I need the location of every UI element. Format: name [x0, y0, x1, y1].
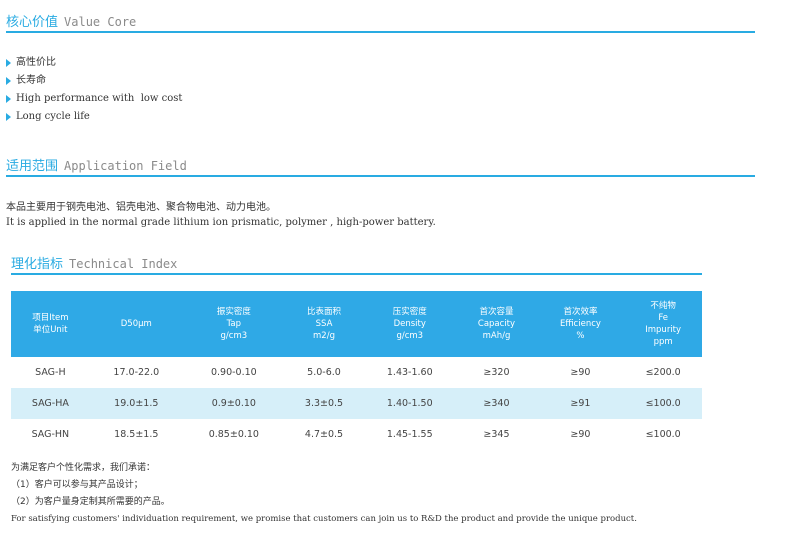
- list-item: High performance with low cost: [6, 90, 182, 108]
- cell-efficiency: ≥90: [570, 429, 591, 440]
- header-item-unit: 项目Item 单位Unit: [11, 291, 90, 357]
- cell-impurity: ≤200.0: [645, 367, 681, 378]
- table-header-row: 项目Item 单位Unit D50μm 振实密度 Tap g/cm3 比表面积 SSA m…: [11, 291, 702, 357]
- footer-line-en: For satisfying customers' individuation …: [11, 514, 637, 524]
- bullet-triangle-icon: [6, 59, 11, 67]
- technical-title-cn: 理化指标: [11, 257, 64, 272]
- cell-ssa: 3.3±0.5: [284, 388, 364, 419]
- technical-index-table: 项目Item 单位Unit D50μm 振实密度 Tap g/cm3 比表面积 SSA m…: [11, 291, 702, 450]
- header-d50: D50μm: [89, 291, 183, 357]
- cell-d50: 18.5±1.5: [114, 429, 159, 440]
- table-row: SAG-HA 19.0±1.5 0.9±0.10 3.3±0.5 1.40-1.…: [11, 388, 702, 419]
- bullet-triangle-icon: [6, 95, 11, 103]
- cell-item: SAG-HA: [11, 388, 90, 419]
- header-density: 压实密度 Density g/cm3: [363, 291, 457, 357]
- cell-efficiency: ≥90: [570, 367, 591, 378]
- table-row: SAG-H 17.0-22.0 0.90-0.10 5.0-6.0 1.43-1…: [11, 357, 702, 388]
- list-item-text: 高性价比: [16, 57, 56, 68]
- header-impurity: 不纯物 Fe Impurity ppm: [624, 291, 702, 357]
- cell-capacity: ≥340: [456, 388, 537, 419]
- bullet-triangle-icon: [6, 113, 11, 121]
- application-header: 适用范围 Application Field: [6, 155, 755, 177]
- header-efficiency: 首次效率 Efficiency%: [536, 291, 625, 357]
- application-title-en: Application Field: [64, 159, 187, 173]
- cell-tap: 0.9±0.10: [182, 388, 285, 419]
- application-text-cn: 本品主要用于钢壳电池、铝壳电池、聚合物电池、动力电池。: [6, 202, 276, 213]
- footer-line: （1）客户可以参与其产品设计；: [11, 480, 143, 490]
- cell-capacity: ≥345: [483, 429, 510, 440]
- technical-header: 理化指标 Technical Index: [11, 253, 702, 275]
- list-item: Long cycle life: [6, 108, 182, 126]
- cell-capacity: ≥320: [483, 367, 510, 378]
- list-item-text: High performance with low cost: [16, 93, 183, 104]
- footer-line: 为满足客户个性化需求，我们承诺：: [11, 463, 156, 473]
- list-item: 高性价比: [6, 54, 182, 72]
- table-row: SAG-HN 18.5±1.5 0.85±0.10 4.7±0.5 1.45-1…: [11, 419, 702, 450]
- value-core-title-en: Value Core: [64, 15, 137, 29]
- cell-item: SAG-HN: [31, 429, 70, 440]
- cell-tap: 0.90-0.10: [210, 367, 257, 378]
- cell-d50: 17.0-22.0: [113, 367, 160, 378]
- footer-notes: 为满足客户个性化需求，我们承诺： （1）客户可以参与其产品设计； （2）为客户量…: [11, 460, 637, 528]
- value-core-title-cn: 核心价值: [6, 15, 59, 30]
- cell-d50: 19.0±1.5: [89, 388, 183, 419]
- list-item: 长寿命: [6, 72, 182, 90]
- value-core-list: 高性价比 长寿命 High performance with low cost …: [6, 54, 182, 126]
- header-tap: 振实密度 Tap g/cm3: [182, 291, 285, 357]
- cell-ssa: 4.7±0.5: [304, 429, 344, 440]
- application-text-en: It is applied in the normal grade lithiu…: [6, 217, 436, 228]
- cell-impurity: ≤100.0: [645, 429, 681, 440]
- value-core-header: 核心价值 Value Core: [6, 11, 755, 33]
- cell-ssa: 5.0-6.0: [307, 367, 341, 378]
- cell-item: SAG-H: [35, 367, 66, 378]
- footer-line: （2）为客户量身定制其所需要的产品。: [11, 497, 170, 507]
- cell-density: 1.43-1.60: [386, 367, 433, 378]
- technical-title-en: Technical Index: [69, 257, 178, 271]
- cell-efficiency: ≥91: [536, 388, 625, 419]
- header-ssa: 比表面积 SSA m2/g: [284, 291, 364, 357]
- header-capacity: 首次容量 Capacity mAh/g: [456, 291, 537, 357]
- application-title-cn: 适用范围: [6, 159, 59, 174]
- cell-density: 1.45-1.55: [386, 429, 433, 440]
- bullet-triangle-icon: [6, 77, 11, 85]
- list-item-text: Long cycle life: [16, 111, 90, 122]
- list-item-text: 长寿命: [16, 75, 46, 86]
- cell-density: 1.40-1.50: [363, 388, 457, 419]
- cell-impurity: ≤100.0: [624, 388, 702, 419]
- cell-tap: 0.85±0.10: [208, 429, 259, 440]
